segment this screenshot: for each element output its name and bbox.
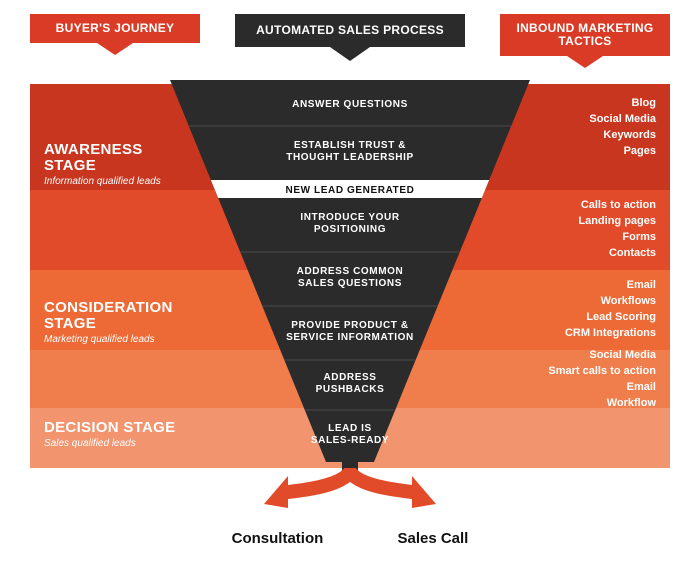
stage-subtitle: Sales qualified leads: [44, 438, 175, 449]
tactic-item: Calls to action: [578, 198, 656, 214]
outcome-right: Sales Call: [397, 530, 468, 547]
tactics-consideration-b: Social MediaSmart calls to actionEmailWo…: [548, 348, 656, 412]
header-mid: AUTOMATED SALES PROCESS: [235, 14, 465, 47]
funnel-seg-label-0: ANSWER QUESTIONS: [292, 99, 408, 110]
tactic-item: Blog: [589, 96, 656, 112]
tactic-item: Pages: [589, 144, 656, 160]
funnel-seg-label-1: ESTABLISH TRUST &THOUGHT LEADERSHIP: [286, 140, 413, 163]
tactic-item: Smart calls to action: [548, 364, 656, 380]
tactic-item: Social Media: [548, 348, 656, 364]
header-left: BUYER'S JOURNEY: [30, 14, 200, 43]
arrow-right-icon: [350, 472, 436, 508]
sales-funnel: ANSWER QUESTIONS ESTABLISH TRUST &THOUGHT…: [170, 80, 530, 490]
tactic-item: Email: [548, 380, 656, 396]
tactic-item: Landing pages: [578, 214, 656, 230]
funnel-svg: ANSWER QUESTIONS ESTABLISH TRUST &THOUGHT…: [170, 80, 530, 490]
funnel-seg-label-3: INTRODUCE YOURPOSITIONING: [300, 212, 400, 235]
tactics-consideration: EmailWorkflowsLead ScoringCRM Integratio…: [565, 278, 656, 342]
tactic-item: Lead Scoring: [565, 310, 656, 326]
tactic-item: Email: [565, 278, 656, 294]
header-row: BUYER'S JOURNEY AUTOMATED SALES PROCESS …: [0, 0, 700, 70]
tactics-awareness-b: Calls to actionLanding pagesFormsContact…: [578, 198, 656, 262]
stage-label-decision: DECISION STAGE Sales qualified leads: [44, 420, 175, 449]
arrow-left-icon: [264, 472, 350, 508]
header-right: INBOUND MARKETING TACTICS: [500, 14, 670, 56]
outcome-left: Consultation: [232, 530, 324, 547]
funnel-seg-label-2: NEW LEAD GENERATED: [286, 185, 415, 196]
outcome-arrows: [240, 468, 460, 528]
funnel-seg-label-6: ADDRESSPUSHBACKS: [316, 372, 385, 395]
tactic-item: Contacts: [578, 246, 656, 262]
tactic-item: Social Media: [589, 112, 656, 128]
tactics-awareness: BlogSocial MediaKeywordsPages: [589, 96, 656, 160]
tactic-item: Keywords: [589, 128, 656, 144]
stage-title: DECISION STAGE: [44, 420, 175, 436]
outcome-labels: Consultation Sales Call: [0, 530, 700, 547]
tactic-item: Forms: [578, 230, 656, 246]
funnel-seg-label-4: ADDRESS COMMONSALES QUESTIONS: [297, 266, 404, 289]
funnel-seg-label-5: PROVIDE PRODUCT &SERVICE INFORMATION: [286, 320, 414, 343]
tactic-item: CRM Integrations: [565, 326, 656, 342]
tactic-item: Workflows: [565, 294, 656, 310]
